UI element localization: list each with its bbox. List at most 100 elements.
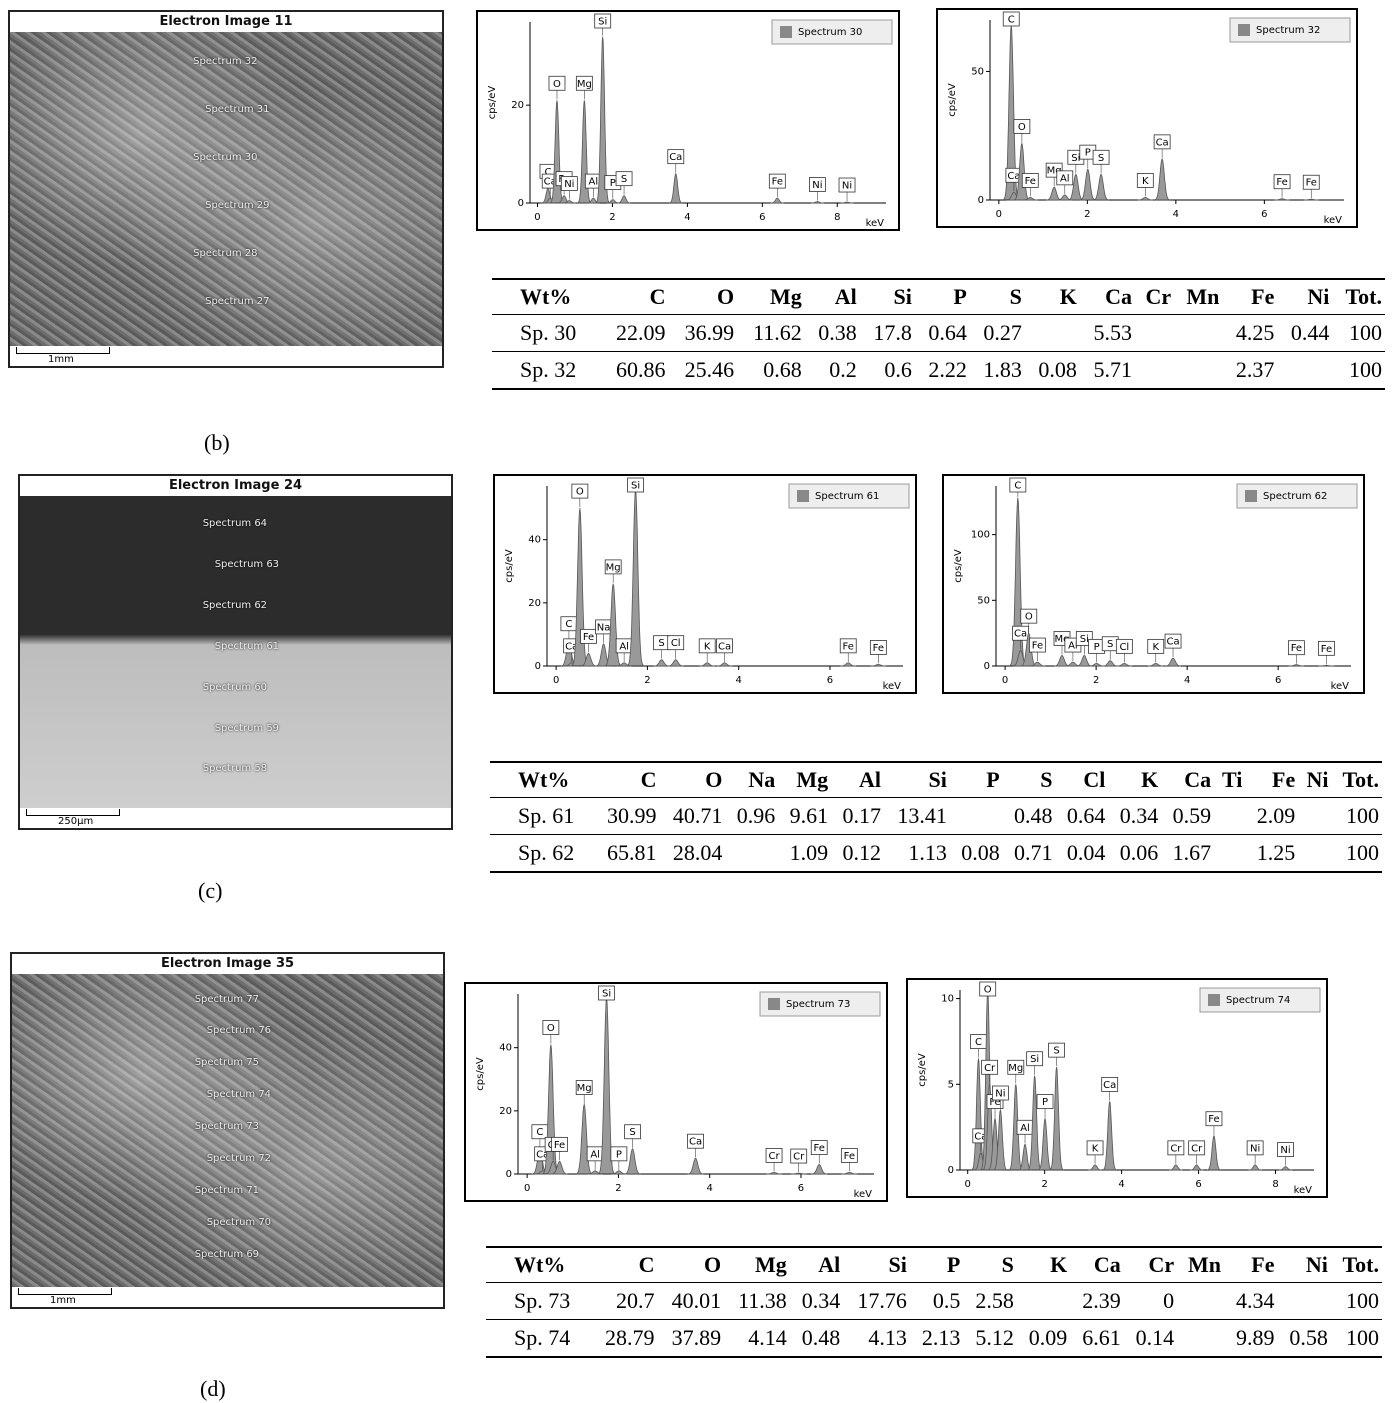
peak	[1050, 1067, 1064, 1170]
table-cell: 1.09	[778, 835, 831, 873]
x-tick-label: 4	[684, 212, 690, 223]
peak-label: Fe	[844, 1151, 855, 1162]
spectrum-site-label: Spectrum 27	[205, 296, 269, 307]
panel-label: (c)	[198, 878, 222, 904]
peak-label: Mg	[577, 1083, 592, 1094]
x-tick-label: 6	[827, 675, 833, 686]
table-cell: 0.58	[1277, 1320, 1330, 1358]
x-tick-label: 2	[1093, 675, 1099, 686]
peak-label: Cr	[793, 1152, 805, 1163]
peak-label: P	[616, 1149, 622, 1160]
x-tick-label: 0	[553, 675, 559, 686]
peak-label: O	[984, 985, 992, 996]
x-tick-label: 0	[1002, 675, 1008, 686]
header-cell: Tot.	[1332, 762, 1383, 798]
y-axis-title: cps/eV	[953, 549, 964, 583]
peak-label: S	[629, 1127, 635, 1138]
peak	[1248, 1165, 1262, 1170]
peak-label: Ca	[1166, 637, 1179, 648]
peak-label: S	[658, 638, 664, 649]
electron-image: Electron Image 35Spectrum 77Spectrum 76S…	[10, 952, 445, 1309]
header-cell: P	[915, 279, 970, 315]
table-cell: 0.17	[831, 798, 884, 835]
header-cell: Ni	[1277, 279, 1332, 315]
image-title: Electron Image 35	[12, 954, 443, 974]
peak-label: Si	[631, 481, 640, 492]
table-header-row: Wt%COMgAlSiPSKCaCrMnFeNiTot.	[486, 1247, 1382, 1283]
x-tick-label: 2	[615, 1183, 621, 1194]
table-cell: 2.58	[963, 1283, 1016, 1320]
y-tick-label: 20	[528, 598, 541, 609]
spectrum-site-label: Spectrum 70	[207, 1217, 271, 1228]
table-cell: 5.53	[1080, 315, 1135, 352]
y-tick-label: 0	[506, 1169, 512, 1180]
peak-label: Ca	[1014, 629, 1027, 640]
peak-label: Fe	[1208, 1114, 1219, 1125]
legend-label: Spectrum 30	[798, 27, 862, 38]
spectrum-site-label: Spectrum 71	[195, 1185, 259, 1196]
table-cell: 9.61	[778, 798, 831, 835]
y-axis-title: cps/eV	[947, 83, 958, 117]
x-tick-label: 6	[1275, 675, 1281, 686]
y-tick-label: 40	[528, 535, 541, 546]
spectrum-chart: 0500246cps/eVkeVSpectrum 32CCaOFeMgAlSiP…	[936, 8, 1358, 228]
peak	[1154, 159, 1170, 200]
table-cell: 0.71	[1003, 835, 1056, 873]
table-cell: Sp. 74	[486, 1320, 591, 1358]
x-tick-label: 2	[644, 675, 650, 686]
table-cell: 1.25	[1245, 835, 1298, 873]
table-cell: 0.14	[1124, 1320, 1177, 1358]
spectrum-chart: 020400246cps/eVkeVSpectrum 61CCaOFeNaMgA…	[493, 474, 917, 694]
peak-label: K	[1152, 642, 1159, 653]
table-cell: 0.64	[1056, 798, 1109, 835]
table-cell	[1214, 835, 1245, 873]
peak-label: Al	[1020, 1123, 1030, 1134]
legend-swatch	[1245, 490, 1257, 502]
header-cell: Mg	[778, 762, 831, 798]
peak-label: Si	[1030, 1054, 1039, 1065]
peak-label: Si	[1080, 634, 1089, 645]
table-cell: 5.12	[963, 1320, 1016, 1358]
table-cell: 17.8	[860, 315, 915, 352]
table-cell: 2.22	[915, 352, 970, 390]
table-cell: 30.99	[594, 798, 660, 835]
peak-label: Ni	[812, 180, 822, 191]
header-cell: Ca	[1070, 1247, 1123, 1283]
header-cell: Mg	[724, 1247, 790, 1283]
table-cell: 0.08	[1025, 352, 1080, 390]
table-cell: 0.04	[1056, 835, 1109, 873]
peak-label: Ni	[1280, 1145, 1290, 1156]
table-cell: 40.71	[660, 798, 726, 835]
composition-table: Wt%COMgAlSiPSKCaCrMnFeNiTot.Sp. 3022.093…	[492, 278, 1385, 390]
table-cell	[1174, 352, 1222, 390]
header-cell: P	[910, 1247, 963, 1283]
x-axis-title: keV	[1331, 681, 1350, 692]
spectrum-site-label: Spectrum 31	[205, 104, 269, 115]
table-cell: 28.04	[660, 835, 726, 873]
scale-bar	[16, 347, 110, 354]
peak-label: Fe	[1291, 643, 1302, 654]
peak-label: Ca	[689, 1137, 702, 1148]
peak-label: Al	[1060, 173, 1070, 184]
y-tick-label: 0	[518, 198, 524, 209]
spectrum-site-label: Spectrum 58	[203, 763, 267, 774]
peak	[1165, 658, 1181, 666]
table-cell: 1.83	[970, 352, 1025, 390]
peak-label: Mg	[1008, 1063, 1023, 1074]
table-row: Sp. 7320.740.0111.380.3417.760.52.582.39…	[486, 1283, 1382, 1320]
peak	[668, 660, 684, 666]
header-cell: Ca	[1161, 762, 1214, 798]
table-cell: 2.09	[1245, 798, 1298, 835]
peak	[1190, 1165, 1204, 1170]
y-axis-title: cps/eV	[504, 549, 515, 583]
x-tick-label: 2	[1041, 1179, 1047, 1190]
peak-label: Al	[590, 1149, 600, 1160]
peak	[1279, 1167, 1293, 1170]
header-cell: Wt%	[486, 1247, 591, 1283]
peak-label: Si	[602, 989, 611, 1000]
table-cell: 0.08	[950, 835, 1003, 873]
peak-label: Mg	[577, 79, 592, 90]
peak-label: Fe	[1306, 178, 1317, 189]
peak-label: Cr	[984, 1063, 996, 1074]
